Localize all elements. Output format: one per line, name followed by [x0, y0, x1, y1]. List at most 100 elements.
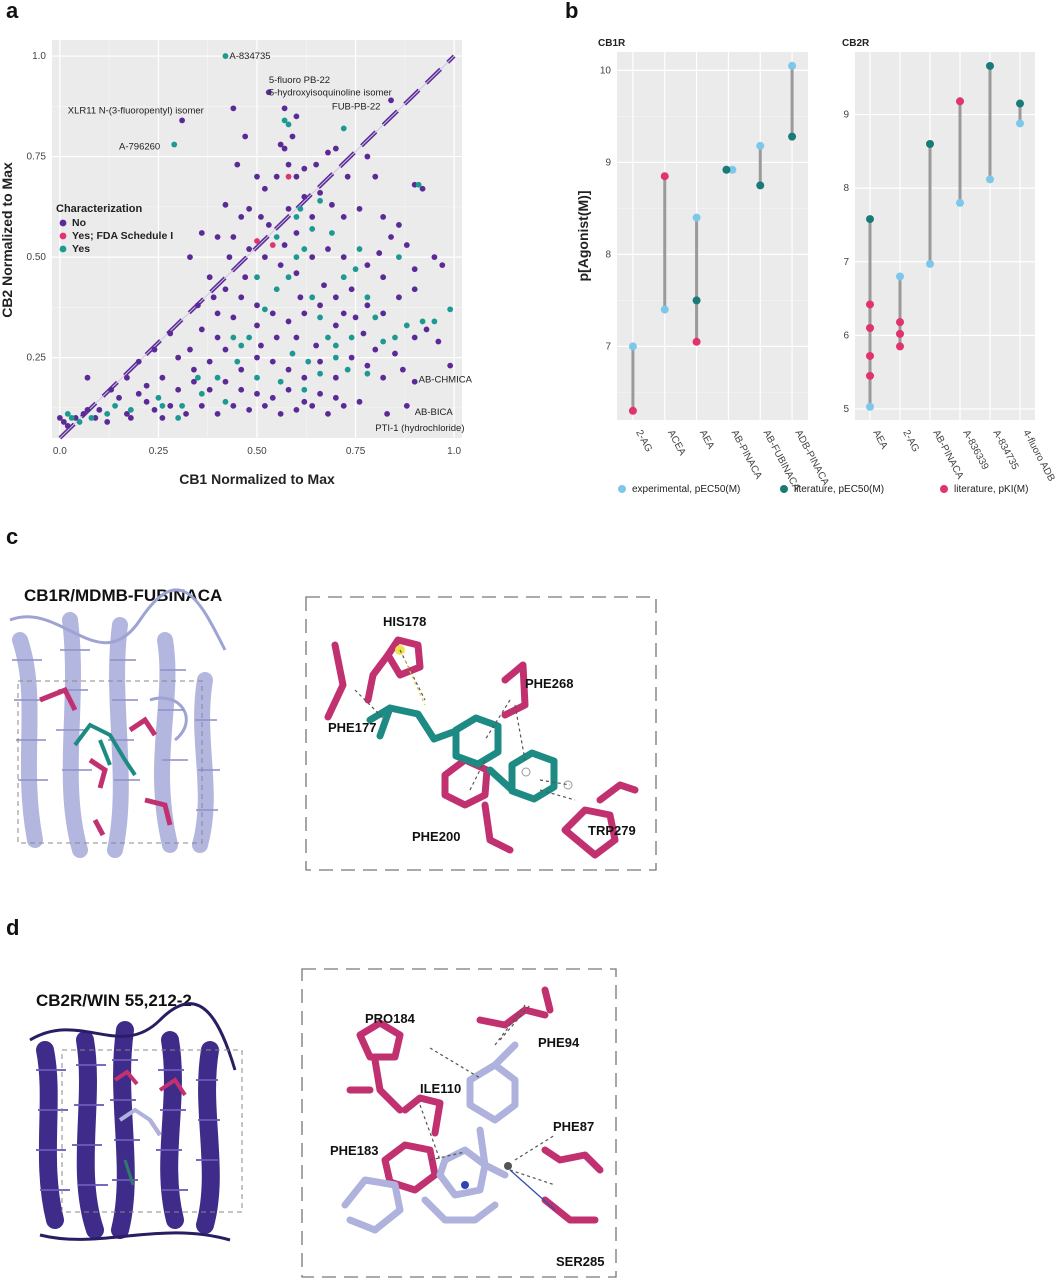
scatter-point-no — [372, 173, 379, 180]
scatter-point-yes — [64, 410, 71, 417]
scatter-point-no — [206, 386, 213, 393]
scatter-point-no — [384, 410, 390, 417]
category-label-acea: ACEA — [665, 428, 688, 457]
scatter-point-no — [332, 394, 339, 401]
scatter-point-no — [80, 410, 87, 417]
scatter-point-no — [411, 266, 418, 273]
scatter-point-no — [281, 145, 288, 152]
scatter-point-no — [364, 362, 371, 369]
dumbbell-point-experimental-pec50-m — [896, 272, 904, 281]
scatter-point-no — [84, 406, 91, 413]
scatter-tick-labels: 0.0 0.25 0.50 0.75 1.0 0.25 0.50 0.75 1.0 — [27, 51, 462, 457]
scatter-point-no — [159, 374, 166, 381]
dumbbell-point-experimental-pec50-m — [728, 165, 737, 174]
legend-item-literature-ki: literature, pKI(M) — [954, 484, 1028, 495]
dumbbell-point-literature-pec50-m — [926, 140, 934, 148]
scatter-point-yes — [348, 334, 355, 341]
scatter-point-no — [246, 205, 253, 212]
scatter-point-no — [273, 173, 280, 180]
scatter-point-no — [293, 406, 300, 413]
scatter-legend: Characterization No Yes; FDA Schedule I … — [56, 203, 173, 255]
scatter-point-no — [293, 173, 300, 180]
scatter-point-no — [261, 402, 268, 409]
scatter-point-no — [108, 386, 115, 393]
scatter-point-no — [194, 302, 201, 309]
scatter-point-yes — [261, 306, 268, 313]
scatter-point-no — [104, 419, 111, 425]
facet-y-tick-label: 8 — [605, 249, 611, 260]
scatter-point-yes — [194, 374, 201, 381]
legend-swatch-no — [59, 219, 67, 227]
scatter-point-no — [399, 366, 406, 373]
scatter-point-no — [210, 294, 217, 301]
scatter-point-yes — [68, 414, 75, 421]
scatter-point-no — [325, 410, 331, 417]
scatter-point-no — [317, 189, 323, 196]
identity-diagonal-thin — [59, 55, 455, 439]
facet-y-tick-label: 5 — [843, 404, 849, 415]
scatter-point-no — [329, 201, 335, 208]
scatter-point-no — [167, 330, 174, 337]
scatter-point-no — [60, 419, 67, 425]
scatter-point-yes — [352, 266, 359, 273]
scatter-point-yes — [155, 394, 162, 401]
scatter-point-yes — [289, 350, 296, 357]
scatter-point-yes — [285, 121, 292, 128]
scatter-point-yes — [372, 314, 379, 321]
scatter-point-yes — [171, 141, 178, 148]
scatter-point-no — [265, 222, 272, 228]
scatter-point-no — [325, 149, 331, 156]
y-tick-label: 1.0 — [32, 51, 46, 62]
scatter-point-no — [423, 326, 430, 333]
scatter-point-yes — [234, 358, 241, 365]
scatter-point-yes — [297, 205, 304, 212]
residue-label-phe177: PHE177 — [328, 720, 376, 735]
scatter-point-no — [293, 334, 300, 341]
scatter-point-yes — [344, 366, 351, 373]
scatter-point-yes — [76, 419, 83, 425]
facet-y-tick-label: 7 — [843, 257, 849, 268]
scatter-point-no — [309, 254, 316, 260]
scatter-point-yes — [127, 406, 134, 413]
legend-item-literature-ec50: literature, pEC50(M) — [794, 484, 884, 495]
scatter-point-yes — [104, 410, 111, 417]
scatter-point-yes — [179, 402, 185, 409]
scatter-point-no — [230, 234, 237, 240]
scatter-point-yes — [317, 314, 323, 321]
scatter-point-no — [435, 338, 442, 345]
category-label-2-ag: 2-AG — [633, 428, 654, 454]
x-tick-label: 0.50 — [247, 446, 267, 457]
scatter-point-yes — [293, 254, 300, 260]
scatter-point-no — [214, 410, 221, 417]
scatter-points — [56, 53, 455, 439]
annotation-ab-bica: AB-BICA — [415, 407, 454, 418]
scatter-point-no — [301, 398, 308, 405]
scatter-point-no — [222, 378, 229, 385]
legend-title: Characterization — [56, 203, 142, 215]
scatter-point-no — [254, 173, 260, 180]
scatter-point-no — [297, 294, 304, 301]
scatter-point-no — [281, 105, 288, 112]
annotation-a-796260: A-796260 — [119, 142, 160, 153]
scatter-point-yes — [285, 274, 292, 281]
category-label-aea: AEA — [697, 428, 716, 451]
scatter-point-no — [214, 234, 221, 240]
legend-swatch-fda — [59, 232, 67, 240]
scatter-point-no — [325, 246, 331, 252]
scatter-point-no — [411, 378, 418, 385]
scatter-point-no — [380, 374, 387, 381]
scatter-point-yes — [364, 294, 371, 301]
scatter-point-no — [360, 330, 367, 337]
scatter-point-no — [175, 386, 182, 393]
scatter-point-no — [214, 334, 221, 341]
dumbbell-point-literature-pki-m — [866, 324, 874, 332]
scatter-point-yes — [317, 197, 323, 204]
scatter-point-no — [277, 410, 284, 417]
scatter-point-no — [191, 366, 197, 373]
scatter-point-no — [340, 310, 347, 317]
scatter-point-no — [143, 398, 150, 405]
scatter-point-no — [313, 342, 320, 349]
scatter-point-no — [352, 314, 359, 321]
